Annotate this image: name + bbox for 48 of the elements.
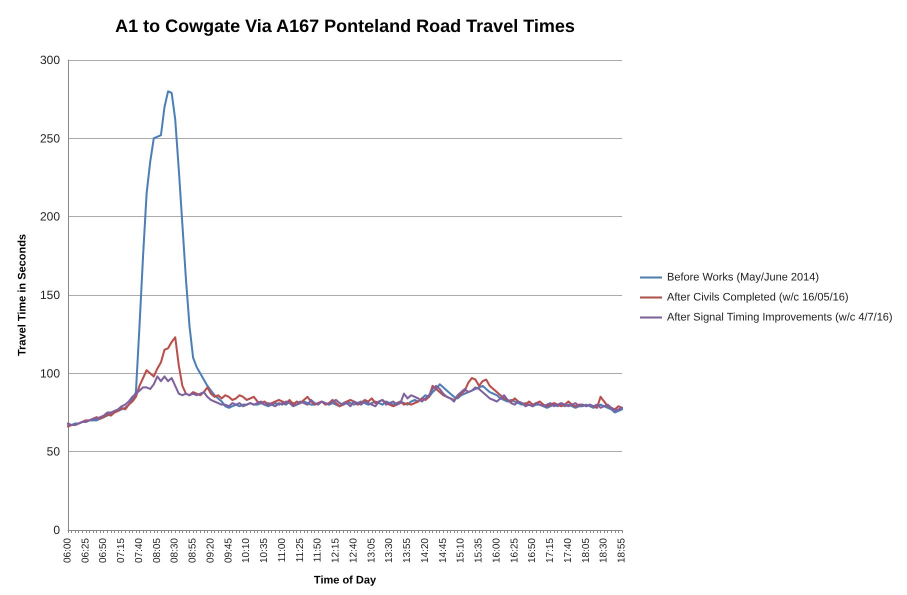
x-tick-label: 10:10 <box>241 538 252 564</box>
x-tick-label: 11:25 <box>294 538 306 562</box>
x-tick-label: 14:20 <box>420 538 431 564</box>
x-tick-label: 15:35 <box>474 538 485 564</box>
x-tick-label: 10:35 <box>259 538 270 564</box>
x-tick-label: 08:05 <box>152 538 163 564</box>
y-tick-label: 150 <box>40 288 60 302</box>
x-tick-label: 08:55 <box>188 538 199 564</box>
x-tick-label: 13:05 <box>366 538 378 564</box>
y-tick-label: 250 <box>40 131 60 146</box>
x-tick-label: 12:15 <box>330 538 342 564</box>
y-axis-title: Travel Time in Seconds <box>16 234 28 356</box>
x-tick-label: 09:45 <box>223 538 234 564</box>
y-tick-label: 100 <box>40 366 60 380</box>
x-tick-label: 18:55 <box>616 538 628 564</box>
y-tick-label: 0 <box>53 523 60 537</box>
x-tick-label: 06:00 <box>62 538 74 564</box>
x-tick-label: 11:00 <box>276 538 288 562</box>
x-axis-title: Time of Day <box>314 574 377 586</box>
chart-title: A1 to Cowgate Via A167 Ponteland Road Travel Times <box>115 16 575 36</box>
x-tick-label: 12:40 <box>348 538 360 564</box>
x-tick-label: 17:40 <box>562 538 574 564</box>
x-tick-label: 11:50 <box>312 538 324 562</box>
x-tick-label: 16:25 <box>509 538 520 564</box>
x-tick-label: 17:15 <box>545 538 556 564</box>
x-tick-label: 13:30 <box>384 538 396 564</box>
x-tick-label: 06:25 <box>80 538 92 564</box>
x-tick-label: 08:30 <box>170 538 181 564</box>
x-tick-label: 16:50 <box>527 538 538 564</box>
line-series <box>67 90 623 426</box>
x-tick-label: 13:55 <box>402 538 414 564</box>
line-series <box>67 336 623 428</box>
x-tick-label: 18:30 <box>598 538 610 564</box>
x-tick-label: 18:05 <box>580 538 592 564</box>
x-tick-label: 07:40 <box>134 538 145 564</box>
x-tick-label: 09:20 <box>205 538 216 564</box>
x-tick-label: 15:10 <box>456 538 467 564</box>
x-tick-label: 07:15 <box>116 538 128 564</box>
legend-label: After Signal Timing Improvements (w/c 4/7/16) <box>667 312 893 324</box>
y-tick-label: 50 <box>46 444 60 459</box>
legend-label: After Civils Completed (w/c 16/05/16) <box>667 292 849 304</box>
x-tick-label: 14:45 <box>438 538 449 564</box>
legend-label: Before Works (May/June 2014) <box>667 272 820 284</box>
y-tick-label: 200 <box>40 210 60 224</box>
x-tick-label: 16:00 <box>491 538 502 564</box>
line-series <box>67 375 623 426</box>
y-tick-label: 300 <box>40 53 60 67</box>
x-tick-label: 06:50 <box>98 538 110 564</box>
